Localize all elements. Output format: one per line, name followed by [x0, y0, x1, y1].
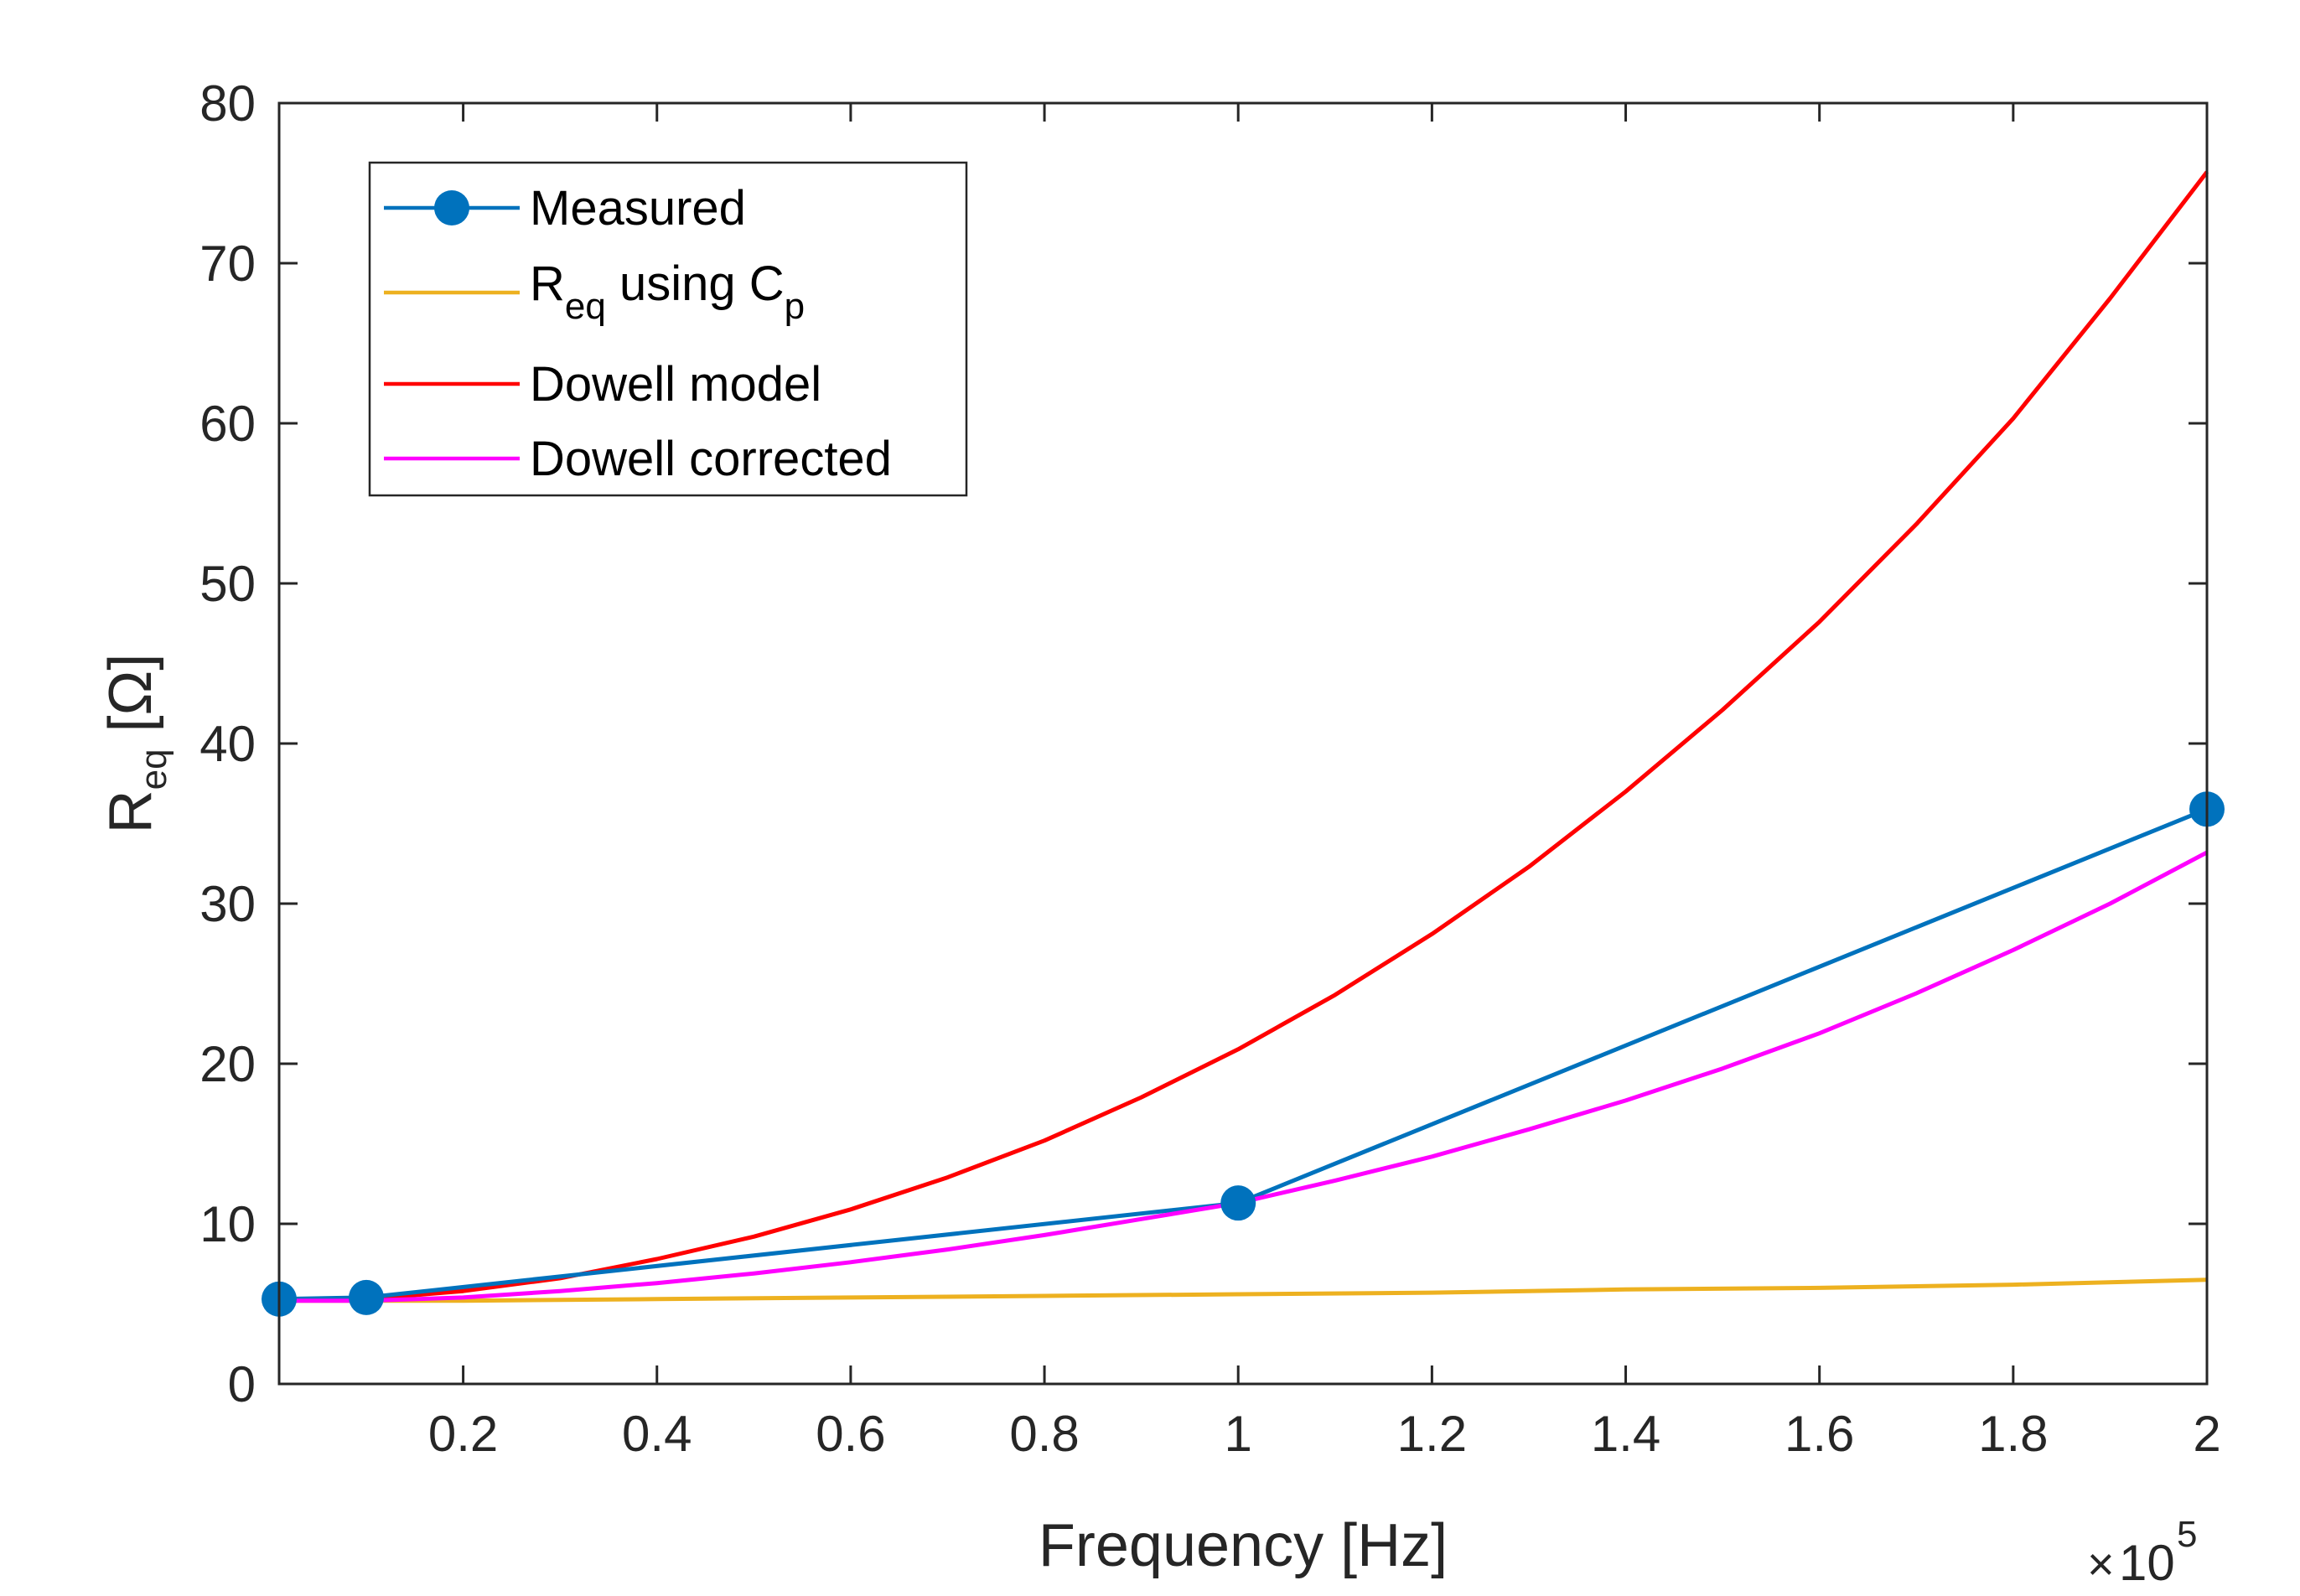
series-layer [262, 170, 2225, 1317]
measured-point [349, 1279, 385, 1315]
y-tick-label: 0 [228, 1356, 256, 1412]
legend: Measured Req using Cp Dowell model Dowel… [368, 161, 968, 497]
x-multiplier-base: 10 [2119, 1535, 2175, 1591]
y-axis-label-unit: [Ω] [97, 654, 164, 733]
legend-req-mid: using C [606, 256, 785, 311]
measured-point [1220, 1185, 1256, 1221]
y-axis-label-main: R [97, 790, 164, 833]
x-tick-label: 2 [2193, 1406, 2220, 1462]
x-axis-label: Frequency [Hz] [1039, 1512, 1448, 1579]
legend-req-main: R [530, 256, 565, 311]
series-req-using-cp-line [279, 1277, 2208, 1303]
legend-cp-sub: p [785, 286, 805, 327]
legend-req-sub: eq [565, 286, 606, 327]
y-tick-label: 10 [199, 1196, 256, 1252]
y-axis-label-sub: eq [133, 749, 174, 790]
legend-box [368, 161, 968, 497]
legend-label-measured: Measured [530, 181, 746, 236]
axes-box [277, 101, 2209, 1386]
x-multiplier-exponent: 5 [2177, 1514, 2197, 1555]
series-measured-line [278, 806, 2208, 1302]
y-axis-label: Req [Ω] [97, 654, 174, 834]
x-tick-label: 1.8 [1978, 1406, 2048, 1462]
legend-label-req-using-cp: Req using Cp [530, 256, 805, 327]
x-multiplier: × 10 5 [2087, 1514, 2197, 1591]
x-tick-label: 0.8 [1009, 1406, 1079, 1462]
y-tick-label: 20 [199, 1036, 256, 1092]
y-tick-label: 80 [199, 75, 256, 132]
legend-marker-measured [434, 190, 469, 225]
x-tick-label: 0.2 [428, 1406, 498, 1462]
x-tick-label: 1.6 [1785, 1406, 1854, 1462]
x-tick-label: 0.4 [622, 1406, 692, 1462]
x-tick-label: 1.4 [1591, 1406, 1660, 1462]
tick-labels: 0.2 0.4 0.6 0.8 1 1.2 1.4 1.6 1.8 201020304050607… [199, 75, 2220, 1462]
y-tick-label: 50 [199, 556, 256, 612]
x-tick-label: 1.2 [1397, 1406, 1467, 1462]
y-tick-label: 40 [199, 716, 256, 772]
x-multiplier-times: × [2087, 1537, 2115, 1590]
x-tick-label: 0.6 [816, 1406, 885, 1462]
x-tick-label: 1 [1225, 1406, 1252, 1462]
legend-label-dowell-model: Dowell model [530, 357, 821, 412]
y-tick-label: 60 [199, 396, 256, 452]
y-tick-label: 30 [199, 876, 256, 932]
legend-label-dowell-corrected: Dowell corrected [530, 432, 892, 486]
y-tick-label: 70 [199, 236, 256, 292]
